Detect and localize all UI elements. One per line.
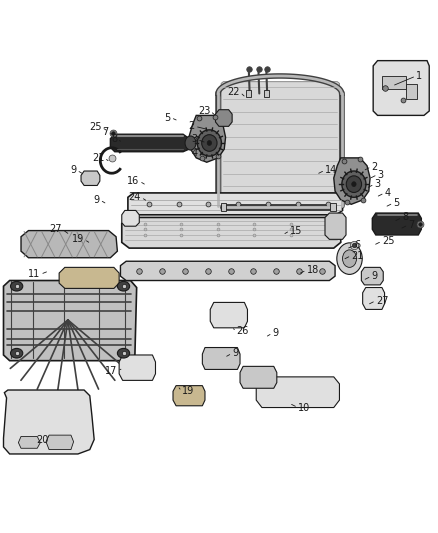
Text: 11: 11 xyxy=(28,269,40,279)
Polygon shape xyxy=(173,386,205,406)
Text: 5: 5 xyxy=(393,198,399,208)
Bar xyxy=(406,84,417,99)
Text: 23: 23 xyxy=(198,106,210,116)
Text: 4: 4 xyxy=(385,188,391,198)
Ellipse shape xyxy=(207,141,212,146)
Bar xyxy=(330,204,336,211)
Polygon shape xyxy=(363,287,385,310)
Text: 6: 6 xyxy=(355,240,361,251)
Text: 1: 1 xyxy=(416,71,422,81)
Polygon shape xyxy=(120,261,335,280)
Text: 9: 9 xyxy=(232,348,238,358)
Text: 18: 18 xyxy=(307,265,319,275)
Polygon shape xyxy=(221,82,339,207)
Bar xyxy=(382,76,406,88)
Bar xyxy=(246,90,251,98)
Text: 14: 14 xyxy=(325,165,337,175)
Polygon shape xyxy=(334,158,370,204)
Text: 25: 25 xyxy=(382,236,395,246)
Text: 7: 7 xyxy=(102,127,109,136)
Text: 27: 27 xyxy=(376,296,389,305)
Ellipse shape xyxy=(185,136,196,150)
Polygon shape xyxy=(122,211,139,226)
Text: 22: 22 xyxy=(227,87,240,97)
Polygon shape xyxy=(373,61,429,115)
Text: 19: 19 xyxy=(72,235,84,244)
Ellipse shape xyxy=(11,281,23,291)
Ellipse shape xyxy=(342,171,366,197)
Text: 9: 9 xyxy=(71,165,77,175)
Polygon shape xyxy=(189,115,226,162)
Text: 26: 26 xyxy=(237,326,249,336)
Text: 8: 8 xyxy=(402,213,408,222)
Text: 2: 2 xyxy=(189,122,195,131)
Text: 3: 3 xyxy=(378,169,384,180)
Polygon shape xyxy=(202,348,240,369)
Text: 24: 24 xyxy=(129,192,141,203)
Ellipse shape xyxy=(117,281,130,291)
Polygon shape xyxy=(110,134,192,152)
Polygon shape xyxy=(240,366,277,388)
Text: 9: 9 xyxy=(371,271,378,281)
Polygon shape xyxy=(4,280,137,361)
Text: 15: 15 xyxy=(290,225,302,236)
Text: 5: 5 xyxy=(165,112,171,123)
Ellipse shape xyxy=(352,182,356,187)
Polygon shape xyxy=(210,302,247,328)
Text: 9: 9 xyxy=(94,195,100,205)
Text: 27: 27 xyxy=(49,224,62,235)
Polygon shape xyxy=(372,213,421,235)
Polygon shape xyxy=(59,268,119,288)
Text: 4: 4 xyxy=(192,148,198,158)
Ellipse shape xyxy=(197,130,221,156)
Bar xyxy=(221,204,226,211)
Polygon shape xyxy=(128,193,343,215)
Polygon shape xyxy=(122,217,341,248)
Polygon shape xyxy=(81,171,100,185)
Polygon shape xyxy=(46,435,74,449)
Text: 2: 2 xyxy=(371,161,378,172)
Polygon shape xyxy=(18,437,40,448)
Polygon shape xyxy=(4,390,94,454)
Polygon shape xyxy=(325,213,346,239)
Ellipse shape xyxy=(343,250,357,268)
Bar xyxy=(264,90,269,98)
Text: 7: 7 xyxy=(408,220,414,230)
Ellipse shape xyxy=(201,135,217,151)
Text: 10: 10 xyxy=(298,402,310,413)
Ellipse shape xyxy=(346,176,362,192)
Ellipse shape xyxy=(337,243,362,274)
Text: 17: 17 xyxy=(105,366,117,376)
Text: 21: 21 xyxy=(351,251,364,261)
Text: 16: 16 xyxy=(127,176,139,186)
Ellipse shape xyxy=(117,349,130,358)
Text: 9: 9 xyxy=(272,328,279,338)
Polygon shape xyxy=(21,231,117,258)
Text: 25: 25 xyxy=(89,122,102,132)
Text: 3: 3 xyxy=(374,179,381,189)
Text: 21: 21 xyxy=(92,153,104,163)
Text: 8: 8 xyxy=(111,134,117,143)
Text: 19: 19 xyxy=(182,386,194,397)
Polygon shape xyxy=(215,110,232,126)
Polygon shape xyxy=(361,268,383,285)
Text: 20: 20 xyxy=(37,434,49,445)
Ellipse shape xyxy=(11,349,23,358)
Text: 3: 3 xyxy=(191,134,197,144)
Polygon shape xyxy=(256,377,339,408)
Polygon shape xyxy=(119,355,155,381)
